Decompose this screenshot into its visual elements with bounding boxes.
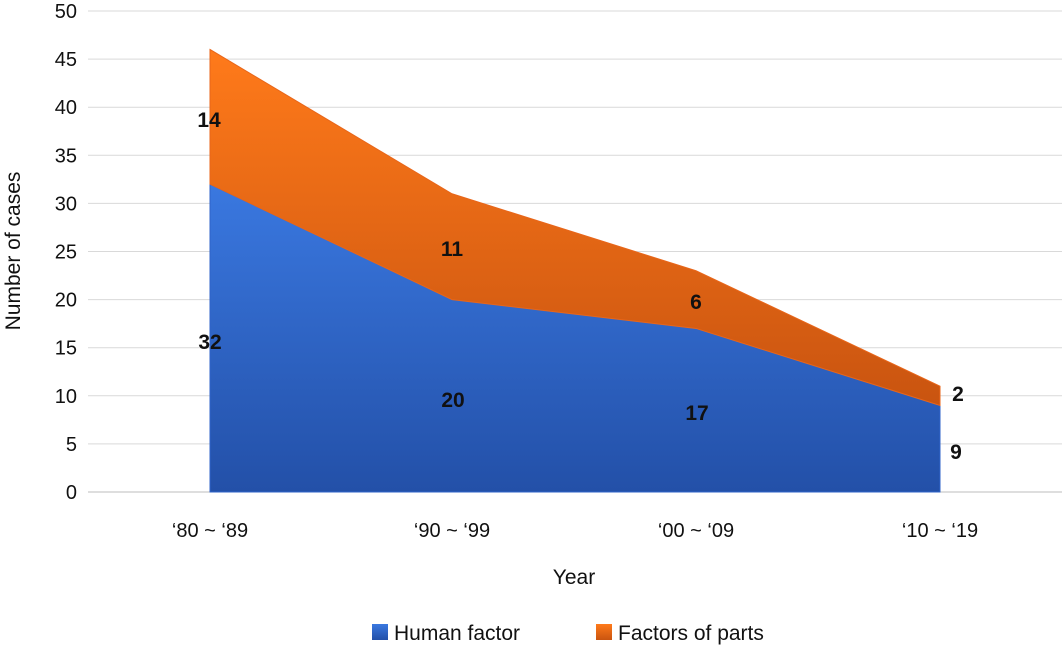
y-tick-label: 10: [55, 386, 77, 408]
area-series-factors-of-parts: [209, 48, 941, 407]
legend-swatch: [596, 624, 612, 640]
data-label-human-factor: 32: [198, 331, 221, 354]
y-tick-label: 20: [55, 290, 77, 312]
data-label-factors-of-parts: 14: [197, 109, 221, 132]
data-label-factors-of-parts: 6: [690, 291, 702, 314]
data-label-human-factor: 20: [441, 389, 464, 412]
x-tick-label: ‘80 ~ ‘89: [172, 520, 248, 542]
x-tick-label: ‘00 ~ ‘09: [658, 520, 734, 542]
x-tick-label: ‘90 ~ ‘99: [414, 520, 490, 542]
legend-label: Human factor: [394, 622, 520, 645]
x-axis-title: Year: [553, 566, 595, 589]
data-label-factors-of-parts: 2: [952, 383, 964, 406]
area-series: [209, 48, 941, 493]
y-tick-label: 45: [55, 49, 77, 71]
y-tick-label: 40: [55, 97, 77, 119]
y-tick-label: 25: [55, 242, 77, 264]
legend: Human factor Factors of parts: [372, 622, 764, 645]
y-tick-label: 5: [66, 434, 77, 456]
x-axis-ticks: ‘80 ~ ‘89 ‘90 ~ ‘99 ‘00 ~ ‘09 ‘10 ~ ‘19: [172, 520, 978, 542]
y-tick-label: 30: [55, 193, 77, 215]
data-label-human-factor: 9: [950, 441, 962, 464]
legend-swatch: [372, 624, 388, 640]
y-tick-label: 50: [55, 1, 77, 23]
x-tick-label: ‘10 ~ ‘19: [902, 520, 978, 542]
data-labels: 32 20 17 9 14 11 6 2: [197, 109, 964, 464]
data-label-factors-of-parts: 11: [441, 238, 464, 261]
y-axis-ticks: 0 5 10 15 20 25 30 35 40 45 50: [55, 1, 77, 504]
legend-label: Factors of parts: [618, 622, 764, 645]
y-tick-label: 0: [66, 482, 77, 504]
y-tick-label: 35: [55, 145, 77, 167]
data-label-human-factor: 17: [685, 402, 708, 425]
y-axis-title: Number of cases: [2, 172, 25, 331]
y-tick-label: 15: [55, 338, 77, 360]
